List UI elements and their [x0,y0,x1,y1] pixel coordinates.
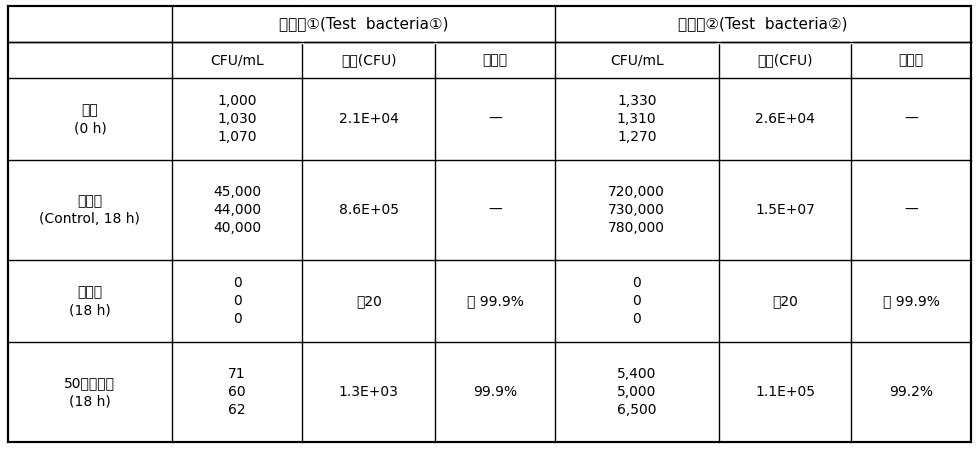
Text: 2.6E+04: 2.6E+04 [754,112,814,126]
Text: 1,330
1,310
1,270: 1,330 1,310 1,270 [616,93,656,144]
Text: 〉 99.9%: 〉 99.9% [882,294,939,308]
Text: 720,000
730,000
780,000: 720,000 730,000 780,000 [607,184,664,235]
Text: 세탁전
(18 h): 세탁전 (18 h) [69,285,111,317]
Text: 〒20: 〒20 [772,294,797,308]
Text: 2.1E+04: 2.1E+04 [338,112,398,126]
Text: 감소율: 감소율 [898,53,923,67]
Text: 45,000
44,000
40,000: 45,000 44,000 40,000 [213,184,261,235]
Text: CFU/mL: CFU/mL [210,53,264,67]
Text: 1.5E+07: 1.5E+07 [754,203,814,217]
Text: 99.2%: 99.2% [888,385,932,399]
Text: 〒20: 〒20 [356,294,381,308]
Text: —: — [488,203,502,217]
Text: —: — [904,203,917,217]
Text: 균수(CFU): 균수(CFU) [757,53,812,67]
Text: 5,400
5,000
6,500: 5,400 5,000 6,500 [616,367,656,417]
Text: 1.1E+05: 1.1E+05 [754,385,815,399]
Text: 50회세탁후
(18 h): 50회세탁후 (18 h) [65,376,115,408]
Text: 시험균②(Test  bacteria②): 시험균②(Test bacteria②) [678,16,847,31]
Text: CFU/mL: CFU/mL [609,53,663,67]
Text: 대조편
(Control, 18 h): 대조편 (Control, 18 h) [39,194,140,226]
Text: 초기
(0 h): 초기 (0 h) [73,103,107,135]
Text: 0
0
0: 0 0 0 [632,276,641,326]
Text: —: — [904,112,917,126]
Text: 8.6E+05: 8.6E+05 [338,203,398,217]
Text: 1,000
1,030
1,070: 1,000 1,030 1,070 [217,93,256,144]
Text: 71
60
62: 71 60 62 [228,367,245,417]
Text: 1.3E+03: 1.3E+03 [338,385,398,399]
Text: 시험균①(Test  bacteria①): 시험균①(Test bacteria①) [279,16,448,31]
Text: 〉 99.9%: 〉 99.9% [467,294,523,308]
Text: —: — [488,112,502,126]
Text: 감소율: 감소율 [482,53,507,67]
Text: 99.9%: 99.9% [472,385,516,399]
Text: 0
0
0: 0 0 0 [233,276,242,326]
Text: 균수(CFU): 균수(CFU) [340,53,396,67]
